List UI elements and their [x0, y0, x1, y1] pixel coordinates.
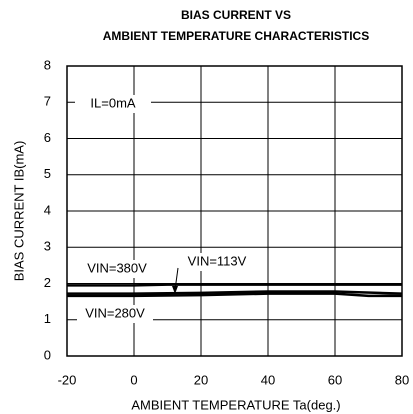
x-tick-label: 20	[194, 372, 208, 387]
chart-title: BIAS CURRENT VS	[181, 8, 291, 22]
y-tick-label: 1	[44, 311, 51, 326]
line	[67, 292, 402, 298]
y-tick-label: 2	[44, 275, 51, 290]
y-tick-label: 5	[44, 166, 51, 181]
x-tick-label: 60	[328, 372, 342, 387]
line	[67, 290, 403, 295]
chart-title: AMBIENT TEMPERATURE CHARACTERISTICS	[103, 29, 369, 43]
annotation-bg	[77, 305, 153, 323]
y-axis-label: BIAS CURRENT IB(mA)	[11, 141, 26, 282]
y-tick-label: 0	[44, 347, 51, 362]
plot-frame	[66, 65, 403, 357]
y-tick-label: 6	[44, 130, 51, 145]
annotation: IL=0mA	[90, 95, 135, 110]
x-tick-label: -20	[58, 372, 77, 387]
x-axis-label: AMBIENT TEMPERATURE Ta(deg.)	[131, 397, 340, 412]
x-tick-label: 0	[130, 372, 137, 387]
x-tick-label: 40	[261, 372, 275, 387]
y-tick-label: 8	[44, 57, 51, 72]
annotation: VIN=380V	[87, 260, 147, 275]
annotation-bg	[179, 253, 255, 271]
annotation-arrowhead	[172, 286, 178, 294]
annotation-bg	[79, 260, 155, 278]
x-tick-label: 80	[395, 372, 409, 387]
annotation-bg	[75, 95, 151, 113]
annotation: VIN=280V	[85, 305, 145, 320]
y-tick-label: 4	[44, 202, 51, 217]
annotation: VIN=113V	[188, 253, 247, 268]
y-tick-label: 7	[44, 94, 51, 109]
line	[67, 283, 402, 287]
y-tick-label: 3	[44, 239, 51, 254]
